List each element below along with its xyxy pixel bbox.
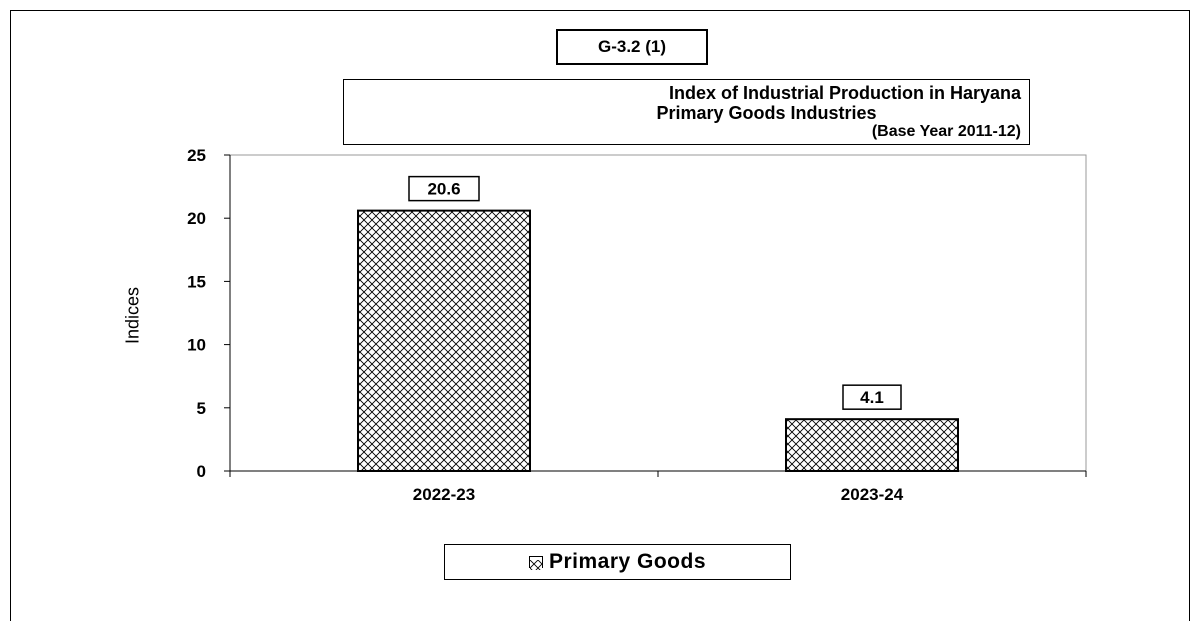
y-tick-label: 25: [187, 146, 206, 165]
bar: [357, 209, 531, 472]
chart-frame: [10, 10, 1190, 621]
x-tick-label: 2023-24: [841, 485, 904, 504]
y-tick-label: 10: [187, 336, 206, 355]
legend: Primary Goods: [444, 544, 791, 580]
chart-subtitle: Primary Goods Industries: [656, 103, 877, 123]
plot-area: 0 5 10 15 20 25 2022-23 20.6 2023-24 4.1: [187, 146, 1087, 504]
data-label: 20.6: [427, 180, 460, 199]
chart-base-note: (Base Year 2011-12): [871, 123, 1021, 140]
data-label-box: [842, 384, 902, 410]
x-tick-label: 2022-23: [413, 485, 475, 504]
chart-title-box: Index of Industrial Production in Haryan…: [343, 79, 1030, 145]
legend-swatch: [528, 556, 543, 570]
y-tick-label: 5: [197, 399, 206, 418]
bar: [785, 418, 959, 472]
data-label-box: [408, 175, 480, 202]
y-tick-label: 15: [187, 272, 206, 291]
y-tick-label: 20: [187, 209, 206, 228]
figure-id-label: G-3.2 (1): [556, 29, 708, 65]
data-label: 4.1: [860, 388, 884, 407]
chart-title: Index of Industrial Production in Haryan…: [668, 83, 1021, 103]
y-tick-label: 0: [197, 462, 206, 481]
legend-label: Primary Goods: [548, 550, 707, 573]
